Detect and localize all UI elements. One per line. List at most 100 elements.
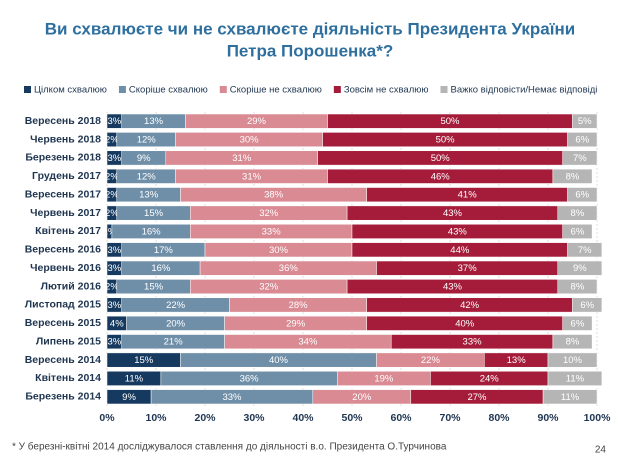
- value-label: 50%: [431, 153, 451, 164]
- bar-segment: [567, 187, 598, 203]
- value-label: 12%: [137, 135, 157, 146]
- value-label: 16%: [142, 226, 162, 237]
- bar-segment: [562, 150, 598, 166]
- value-label: 19%: [374, 373, 394, 384]
- value-label: 44%: [450, 245, 470, 256]
- legend-label: Скоріше не схвалюю: [230, 85, 322, 96]
- value-label: 13%: [139, 190, 159, 201]
- value-label: 43%: [448, 226, 468, 237]
- category-label: Червень 2018: [30, 133, 101, 145]
- bar-segment: [572, 113, 598, 129]
- value-label: 6%: [571, 226, 585, 237]
- value-label: 22%: [421, 355, 441, 366]
- value-label: 11%: [561, 392, 580, 403]
- value-label: 15%: [144, 282, 164, 293]
- value-label: 1%: [103, 226, 117, 237]
- bar-segment: [552, 168, 593, 184]
- value-label: 43%: [443, 282, 463, 293]
- value-label: 43%: [443, 208, 463, 219]
- value-label: 30%: [240, 135, 260, 146]
- footnote: * У березні-квітні 2014 досліджувалося с…: [12, 441, 447, 453]
- value-label: 9%: [137, 153, 151, 164]
- value-label: 50%: [436, 135, 456, 146]
- value-label: 33%: [463, 337, 483, 348]
- value-label: 22%: [166, 300, 186, 311]
- x-tick-label: 40%: [292, 412, 314, 424]
- value-label: 9%: [122, 392, 136, 403]
- chart-title: Петра Порошенка*?: [227, 41, 394, 60]
- value-label: 3%: [107, 153, 121, 164]
- value-label: 40%: [269, 355, 289, 366]
- value-label: 3%: [107, 116, 121, 127]
- value-label: 16%: [151, 263, 171, 274]
- bar-segment: [557, 205, 598, 221]
- chart-title: Ви схвалюєте чи не схвалюєте діяльність …: [45, 19, 575, 38]
- value-label: 11%: [566, 373, 585, 384]
- value-label: 3%: [107, 300, 121, 311]
- value-label: 2%: [105, 171, 119, 182]
- category-label: Лютий 2016: [41, 280, 102, 292]
- value-label: 4%: [110, 318, 124, 329]
- category-label: Вересень 2017: [25, 188, 101, 200]
- category-label: Листопад 2015: [25, 299, 101, 311]
- x-tick-label: 20%: [194, 412, 216, 424]
- category-label: Вересень 2014: [25, 354, 101, 366]
- bar-segment: [567, 242, 603, 258]
- value-label: 5%: [578, 116, 592, 127]
- bar-segment: [557, 260, 603, 276]
- category-label: Березень 2014: [25, 391, 101, 403]
- bar-segment: [547, 352, 598, 368]
- value-label: 33%: [262, 226, 282, 237]
- value-label: 46%: [431, 171, 451, 182]
- legend-swatch: [118, 86, 126, 93]
- value-label: 32%: [259, 208, 279, 219]
- category-label: Червень 2017: [30, 207, 101, 219]
- bar-segment: [552, 334, 593, 350]
- value-label: 20%: [352, 392, 372, 403]
- value-label: 29%: [247, 116, 267, 127]
- value-label: 13%: [144, 116, 164, 127]
- value-label: 36%: [240, 373, 260, 384]
- value-label: 9%: [573, 263, 587, 274]
- x-tick-label: 30%: [243, 412, 265, 424]
- bar-segment: [572, 297, 603, 313]
- category-label: Вересень 2018: [25, 115, 101, 127]
- category-label: Березень 2018: [25, 152, 101, 164]
- category-label: Квітень 2017: [35, 225, 101, 237]
- value-label: 15%: [144, 208, 164, 219]
- value-label: 17%: [154, 245, 174, 256]
- value-label: 11%: [125, 373, 144, 384]
- bar-segment: [562, 224, 593, 239]
- bar-segment: [542, 389, 598, 405]
- value-label: 38%: [264, 190, 284, 201]
- value-label: 40%: [455, 318, 475, 329]
- value-label: 30%: [269, 245, 289, 256]
- value-label: 2%: [105, 135, 119, 146]
- bar-segment: [547, 371, 603, 386]
- bar-segment: [557, 279, 598, 294]
- value-label: 33%: [222, 392, 242, 403]
- value-label: 28%: [289, 300, 309, 311]
- value-label: 41%: [458, 190, 478, 201]
- legend-label: Цілком схвалюю: [34, 85, 107, 96]
- legend-swatch: [440, 86, 448, 93]
- x-tick-label: 90%: [537, 412, 559, 424]
- value-label: 7%: [573, 153, 587, 164]
- legend-swatch: [333, 86, 341, 93]
- value-label: 8%: [571, 282, 585, 293]
- category-label: Червень 2016: [30, 262, 101, 274]
- legend-swatch: [219, 86, 227, 93]
- x-tick-label: 10%: [145, 412, 167, 424]
- value-label: 6%: [580, 300, 594, 311]
- category-label: Грудень 2017: [32, 170, 101, 182]
- value-label: 32%: [259, 282, 279, 293]
- value-label: 20%: [166, 318, 186, 329]
- x-tick-label: 100%: [584, 412, 612, 424]
- value-label: 27%: [467, 392, 487, 403]
- value-label: 3%: [107, 263, 121, 274]
- value-label: 3%: [107, 245, 121, 256]
- value-label: 2%: [105, 208, 119, 219]
- legend-swatch: [24, 86, 31, 93]
- x-tick-label: 60%: [390, 412, 412, 424]
